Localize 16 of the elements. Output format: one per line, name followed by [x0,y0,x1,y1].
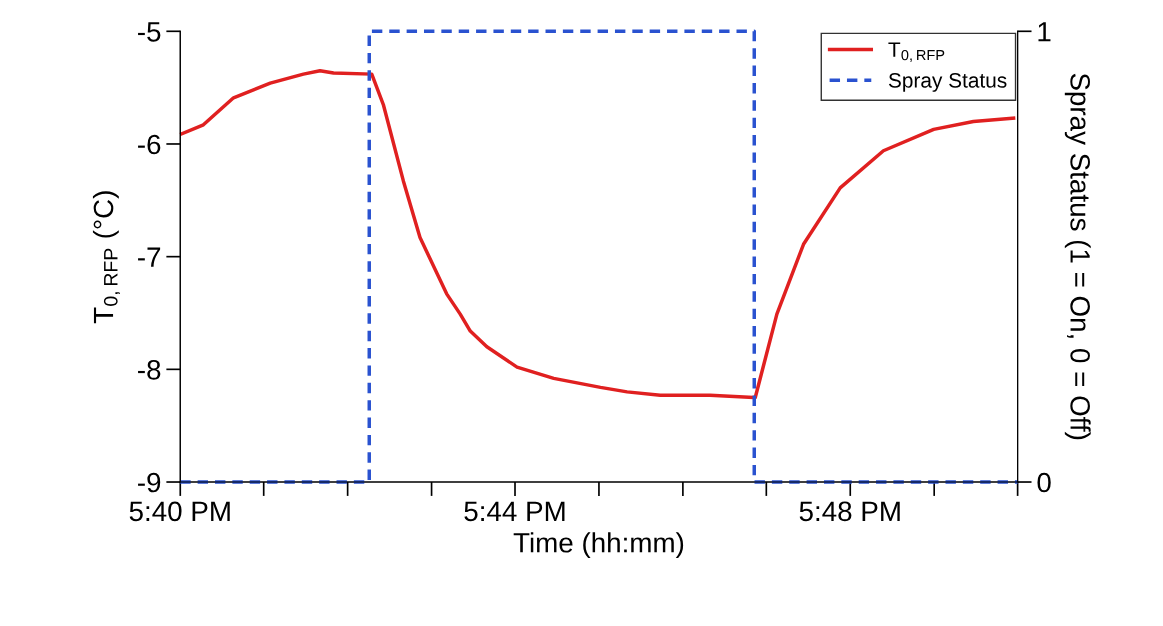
y-tick-label: -8 [138,360,161,380]
y-tick-label: -5 [138,22,161,42]
y-tick-label: -9 [138,472,161,493]
x-tick-label: 5:40 PM [129,501,230,522]
line-series [180,69,1016,400]
y-tick-label: -7 [138,247,161,267]
x-axis-title: Time (hh:mm) [513,532,684,559]
x-tick-label: 5:44 PM [464,501,565,522]
y2-tick-label: 0 [1037,472,1051,493]
legend-label: Spray Status [888,72,1007,92]
y-tick-label: -6 [138,134,161,155]
y2-tick-label: 1 [1038,22,1051,42]
y-axis-title: T$_{0,RFP}$ (°C) [92,191,120,324]
legend-label: T$_{0,RFP}$ [888,42,945,62]
x-tick-label: 5:48 PM [799,501,900,522]
y2-axis-title: Spray Status (1 = On, 0 = Off) [1064,73,1091,440]
